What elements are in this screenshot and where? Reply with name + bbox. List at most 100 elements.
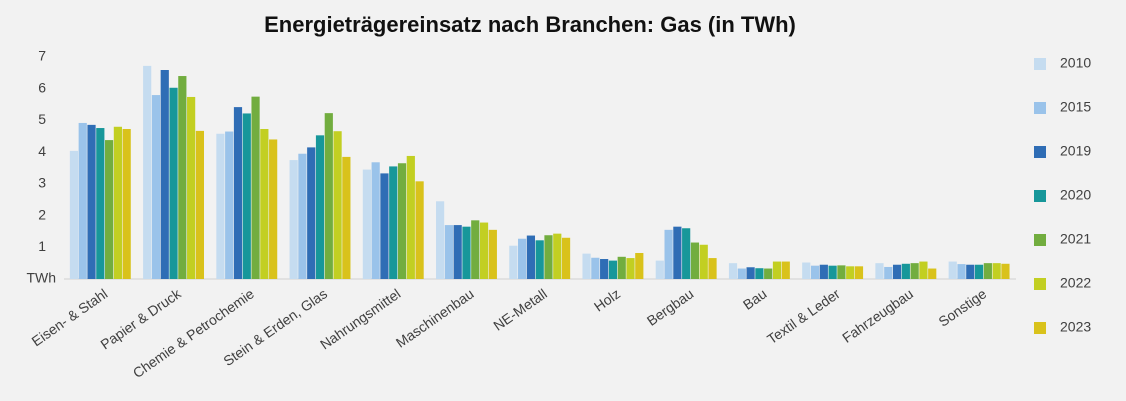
y-tick-label: 4 [38,143,46,159]
bar [160,70,169,279]
legend-swatch [1034,278,1046,290]
y-tick-label: 1 [38,238,46,254]
bar [746,267,755,279]
x-tick-label: Nahrungsmittel [317,285,403,352]
legend-swatch [1034,102,1046,114]
bar [802,262,811,279]
legend-swatch [1034,146,1046,158]
bar [655,260,664,279]
bar [582,253,591,279]
y-tick-label: 2 [38,206,46,222]
bar [216,133,225,279]
bar [289,160,298,279]
bar [298,153,307,279]
bar [509,245,518,279]
bar [225,131,234,279]
legend-swatch [1034,190,1046,202]
bar [690,242,700,279]
bar [151,95,161,279]
bar [810,265,820,279]
legend-label: 2021 [1060,231,1091,247]
bar [892,264,902,279]
bar [708,258,717,279]
bar [600,259,609,279]
bar [233,107,243,279]
bar [846,266,855,279]
bar [444,225,453,279]
legend-label: 2019 [1060,143,1091,159]
legend-swatch [1034,322,1046,334]
bar [315,135,325,279]
bar [397,163,407,279]
bar [406,155,415,279]
x-tick-label: Maschinenbau [393,285,477,350]
bar [389,166,398,279]
bar [87,124,96,280]
bar [362,169,371,279]
bar [462,226,471,279]
bar [143,65,152,279]
bar [187,96,196,280]
bar [617,256,626,279]
bar [471,220,480,279]
bar [518,238,527,279]
bar [260,128,269,279]
bar [269,139,278,279]
y-tick-label: 7 [38,48,46,64]
bar [966,264,975,279]
bar [910,263,919,279]
bar [535,240,544,279]
x-tick-label: Holz [591,285,623,314]
bar [591,257,600,279]
bar [664,229,673,279]
y-tick-label: 5 [38,111,46,127]
bar [1001,263,1010,279]
bar [837,265,846,279]
y-tick-label: 3 [38,175,46,191]
bar [901,263,910,279]
bar [307,147,316,279]
bar [737,268,746,279]
bar [526,235,536,279]
bar [342,156,351,279]
bar [854,266,864,279]
bar [113,126,122,280]
bar [251,96,260,280]
bar [772,261,782,279]
bar [635,252,644,279]
bar [948,261,957,279]
chart-title: Energieträgereinsatz nach Branchen: Gas … [264,12,796,37]
x-tick-label: Chemie & Petrochemie [130,285,257,381]
bar [333,131,342,279]
bar [728,263,738,279]
y-tick-label: 6 [38,79,46,95]
bar [122,128,131,279]
bar [828,265,837,279]
bar [764,268,773,279]
bar [415,181,424,279]
bar [755,268,764,279]
y-tick-label: TWh [26,270,56,286]
bar [380,173,389,279]
legend-label: 2023 [1060,319,1091,335]
bar [195,130,205,279]
legend-swatch [1034,234,1046,246]
bar [875,263,884,279]
bar [626,258,635,279]
bar [96,128,105,279]
bar [992,263,1001,279]
bar [371,162,380,279]
legend-label: 2020 [1060,187,1091,203]
x-tick-label: Bergbau [644,285,697,328]
bar [69,150,79,279]
bar [673,226,682,279]
x-tick-label: Sonstige [935,285,989,329]
bar [884,266,893,279]
bar [178,76,187,280]
bar [479,222,489,279]
bar [488,229,497,279]
legend-label: 2022 [1060,275,1091,291]
bar [544,235,553,279]
